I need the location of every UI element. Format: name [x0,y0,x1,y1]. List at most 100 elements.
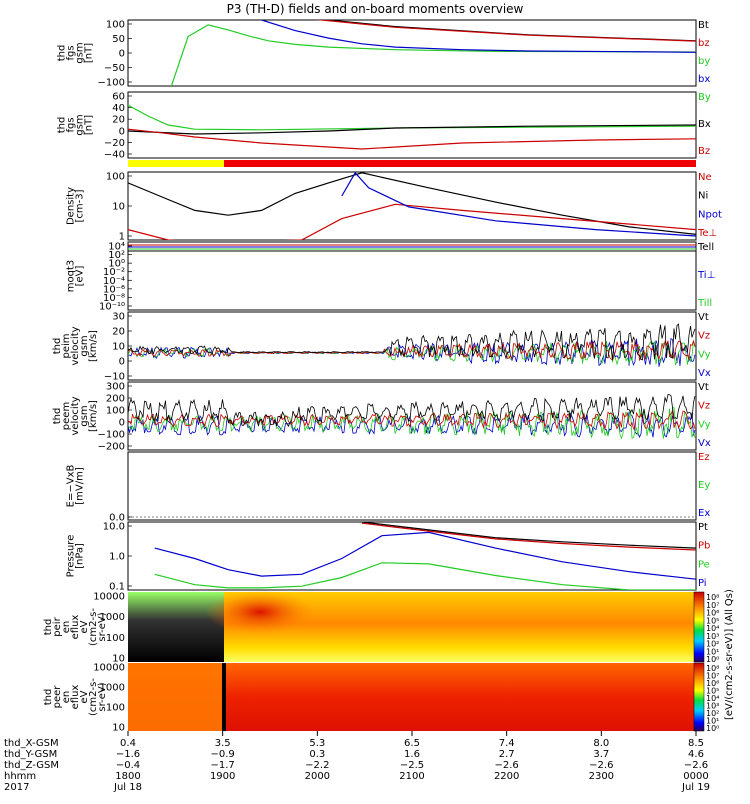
y-tick-label: 10 [112,342,125,353]
y-axis-label: gsm [75,42,86,63]
series-line-bz [128,128,696,150]
series-line-pt [361,522,696,549]
x-tick-label: Jul 19 [681,782,710,793]
spectrogram-2-gap [222,663,226,731]
y-tick-label: 0 [119,126,125,137]
x-tick-label: −2.6 [684,760,708,771]
y-tick-label: 100 [106,20,125,31]
y-tick-label: 50 [112,34,125,45]
y-tick-label: 20 [112,327,125,338]
y-axis-label: [km/s] [88,330,99,362]
y-axis-label: peim [61,333,72,358]
spectrogram-1-hotspot [205,590,315,634]
panel-2-frame [127,91,697,159]
y-axis-label: [nT] [84,43,95,63]
y-tick-label: 0.1 [109,582,125,593]
panel-8: 10.0 1.0 0.1 Pressure[nPa] Pt Pb Pe Pi [66,521,710,593]
x-tick-label: 3.7 [593,749,609,760]
y-tick-label: 10⁻⁴ [103,276,125,287]
x-tick-label: 1.6 [404,749,420,760]
x-tick-label: 6.5 [404,738,420,749]
y-axis-label: moqt3 [66,260,77,293]
legend-label: By [698,92,711,103]
status-bar-yellow [128,160,224,167]
y-axis-label: velocity [70,326,81,365]
bottom-axis: thd_X-GSMthd_Y-GSMthd_Z-GSMhhmm20170.4−1… [4,731,710,793]
y-tick-label: 10 [112,202,125,213]
y-tick-label: 1000 [100,683,125,694]
y-axis-label: [nPa] [75,543,86,569]
noise-trace [128,411,696,439]
colorbar: 10⁸10⁷10⁶10⁵10⁴10³10²10¹10⁰10⁸10⁷10⁶10⁵1… [693,589,735,733]
spectrogram-2-early-region [128,663,222,731]
y-tick-label: 10⁻⁶ [103,284,125,295]
colorbar-tick-label: 10¹ [706,717,719,726]
y-tick-label: 10⁰ [108,259,125,270]
x-tick-label: 8.0 [593,738,609,749]
series-line-ni [128,172,696,235]
colorbar-tick-label: 10³ [706,702,719,711]
y-tick-label: 10.0 [103,522,125,533]
colorbar-tick-label: 10⁵ [706,687,719,696]
y-axis-label: sr-eV) [97,612,108,641]
x-tick-label: 3.5 [215,738,231,749]
y-tick-label: 10⁻¹⁰ [99,302,125,313]
colorbar-tick-label: 10⁶ [706,679,719,688]
legend-label: Npot [698,209,722,220]
legend-label: bx [698,74,710,85]
panel-4-frame [127,241,697,311]
legend-label: by [698,56,710,67]
figure-title: P3 (TH-D) fields and on-board moments ov… [227,2,524,16]
y-tick-label: 100 [106,406,125,417]
legend-label: Pi [698,578,707,589]
noise-trace [128,339,696,361]
legend-label: Ni [698,191,708,202]
bottom-row-label: hhmm [4,771,36,782]
y-tick-label: 10 [112,723,125,734]
y-tick-label: 10000 [93,592,125,603]
colorbar-tick-label: 10⁰ [706,724,719,733]
x-tick-label: 0.4 [120,738,136,749]
panel-7: 0.0 E=−VxB[mV/m] Ez Ey Ex [66,451,710,524]
panel-10: 10000 1000 100 10 thdpeerenefluxeV(cm2-s-sr-… [43,663,132,734]
x-tick-label: 2.7 [499,749,515,760]
x-tick-label: 5.3 [309,738,325,749]
x-tick-label: Jul 18 [113,782,142,793]
legend-label: Vz [698,401,710,412]
x-tick-label: −0.9 [211,749,235,760]
velocity-noise-5 [128,323,696,367]
colorbar-tick-label: 10⁸ [706,593,719,602]
legend-label: Ne [698,172,712,183]
x-tick-label: 2300 [589,771,614,782]
y-tick-label: 20 [112,115,125,126]
y-tick-label: 1 [119,232,125,243]
colorbar-tick-label: 10⁴ [706,694,719,703]
y-axis-label: gsm [75,114,86,135]
y-axis-label: E=−VxB [66,465,77,508]
panel-9: 10000 1000 100 10 thdpeirenefluxeV(cm2-s-sr-… [43,592,132,665]
legend-label: Bz [698,146,710,157]
series-line-by [170,24,696,86]
legend-label: Vt [698,382,709,393]
legend-label: Pe [698,559,710,570]
noise-trace [128,337,696,367]
series-line-bx [128,124,696,135]
series-line-pe [154,562,696,590]
y-tick-label: 10² [108,250,125,261]
colorbar-bottom [693,662,705,732]
y-axis-label: thd [43,689,54,706]
panel-3: 100 10 1 Density[cm-3] Ne Ni Npot Te⊥ [66,171,722,243]
bottom-row-label: thd_Y-GSM [4,749,57,760]
y-tick-label: 0 [119,418,125,429]
x-tick-label: 2100 [399,771,424,782]
legend-label: Ez [698,452,710,463]
colorbar-tick-label: 10⁴ [706,624,719,633]
legend-label: Vz [698,331,710,342]
y-tick-label: 10000 [93,663,125,674]
legend-label: Vy [698,349,711,360]
colorbar-tick-label: 10⁷ [706,601,719,610]
y-tick-label: 100 [106,703,125,714]
